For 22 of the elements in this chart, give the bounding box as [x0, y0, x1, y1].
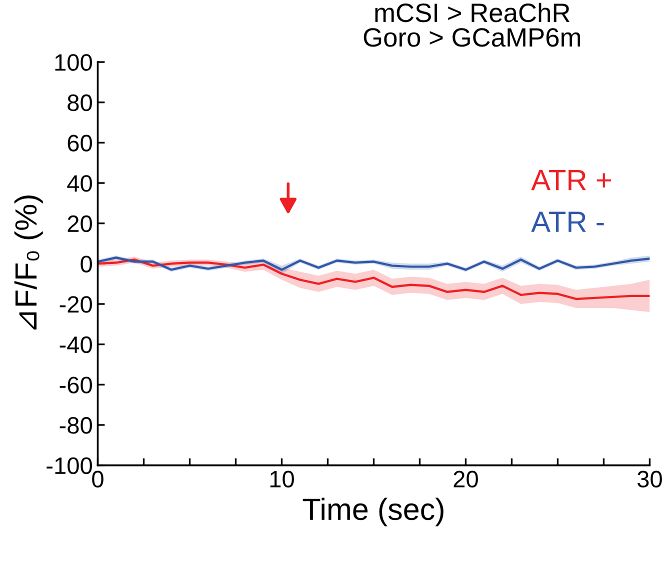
y-tick-label: 60	[68, 134, 92, 152]
x-tick-label: 10	[270, 470, 294, 488]
x-tick-label: 30	[637, 470, 662, 488]
y-axis-title: ⊿F/F₀ (%)	[14, 196, 43, 330]
text: ATR +	[531, 170, 611, 190]
y-tick-label: 80	[68, 94, 92, 112]
chart-title: mCSI > ReaChR Goro > GCaMP6m	[364, 2, 580, 47]
x-axis-title: Time (sec)	[302, 498, 444, 526]
x-tick-label: 0	[92, 470, 104, 488]
y-tick-label: 40	[67, 175, 92, 192]
y-tick-label: -20	[60, 296, 92, 313]
y-tick-label: 20	[68, 215, 92, 232]
y-tick-label: -40	[60, 336, 92, 354]
series-label: ATR -	[531, 212, 604, 232]
y-tick-label: -80	[60, 417, 92, 434]
y-tick-label: -60	[60, 376, 92, 394]
line-series	[98, 258, 650, 300]
line-series	[98, 256, 650, 271]
y-tick-label: 100	[55, 54, 92, 71]
y-tick-label: 0	[80, 256, 92, 272]
y-tick-label: -100	[46, 457, 92, 474]
x-tick-label: 20	[454, 470, 478, 488]
